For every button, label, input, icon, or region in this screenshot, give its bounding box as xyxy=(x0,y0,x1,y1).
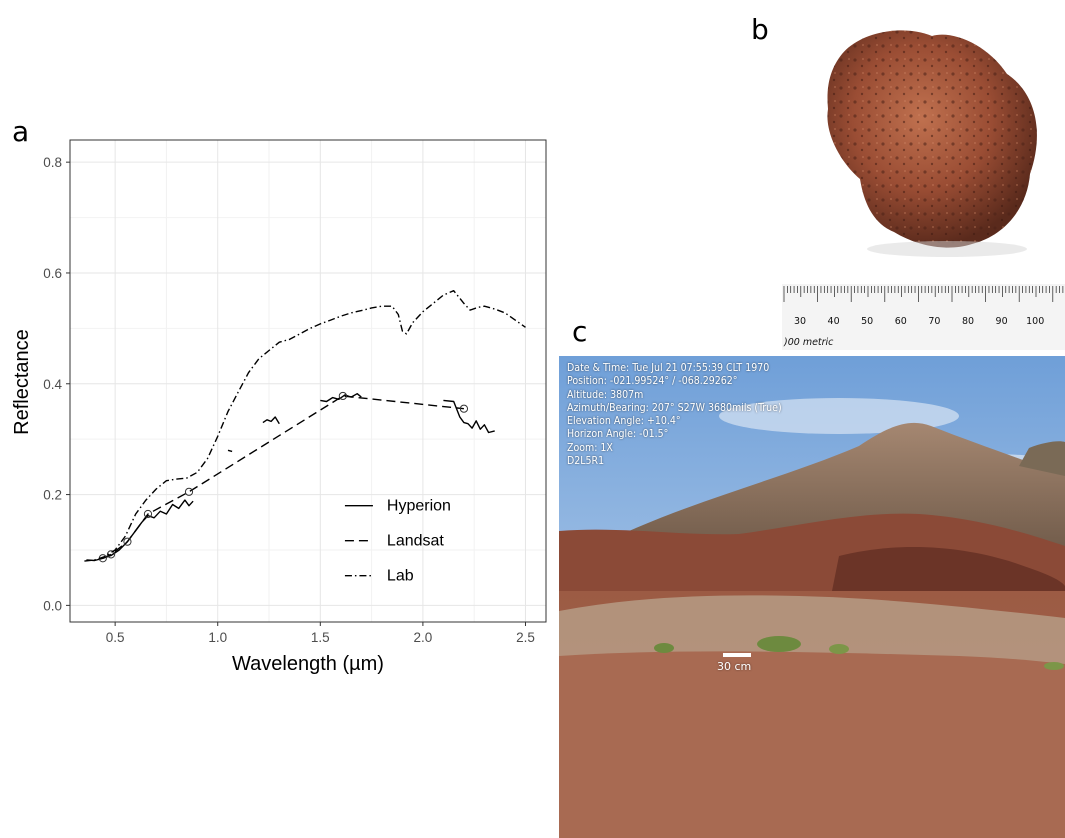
y-tick-label: 0.4 xyxy=(43,377,62,392)
chart-series xyxy=(84,290,526,563)
series-line-landsat xyxy=(102,395,464,559)
ruler-number: 60 xyxy=(895,316,907,327)
x-tick-label: 1.0 xyxy=(208,630,227,645)
panel-label-b: b xyxy=(751,13,769,46)
series-line-lab xyxy=(84,290,526,562)
x-axis-label: Wavelength (µm) xyxy=(232,653,384,675)
y-tick-label: 0.0 xyxy=(43,598,62,613)
plot-border xyxy=(69,139,547,623)
legend-label: Landsat xyxy=(387,533,444,550)
series-line-hyperion xyxy=(227,449,233,453)
ruler-number: 40 xyxy=(828,316,840,327)
overlay-line: Horizon Angle: -01.5° xyxy=(567,428,669,441)
ruler: 30 40 50 60 70 80 90 100 )00 metric xyxy=(782,284,1065,350)
legend-label: Lab xyxy=(387,568,414,585)
panel-label-c: c xyxy=(572,315,588,348)
overlay-line: Azimuth/Bearing: 207° S27W 3680mils (Tru… xyxy=(567,401,782,414)
gps-overlay: Date & Time: Tue Jul 21 07:55:39 CLT 197… xyxy=(567,362,782,468)
x-tick-label: 1.5 xyxy=(311,630,330,645)
y-tick-label: 0.2 xyxy=(43,488,62,503)
series-line-hyperion xyxy=(443,399,495,434)
x-tick-label: 0.5 xyxy=(106,630,125,645)
rock-sample-illustration: 30 40 50 60 70 80 90 100 )00 metric xyxy=(782,30,1065,350)
ruler-number: 90 xyxy=(996,316,1008,327)
ruler-number: 30 xyxy=(794,316,806,327)
series-line-hyperion xyxy=(262,416,280,425)
overlay-line: Position: -021.99524° / -068.29262° xyxy=(567,375,738,388)
y-axis-label: Reflectance xyxy=(11,329,33,435)
landsat-point-marker xyxy=(459,404,469,413)
rock-sample-photo: 30 40 50 60 70 80 90 100 )00 metric xyxy=(782,14,1065,350)
overlay-line: Elevation Angle: +10.4° xyxy=(567,415,681,428)
y-tick-label: 0.6 xyxy=(43,266,62,281)
series-line-hyperion xyxy=(86,499,194,562)
scale-bar-label: 30 cm xyxy=(717,660,752,673)
panel-label-a: a xyxy=(12,115,30,148)
landsat-point-marker xyxy=(184,487,194,496)
overlay-line: D2L5R1 xyxy=(567,455,605,468)
reflectance-chart: 0.5 1.0 1.5 2.0 2.5 0.0 0.2 0.4 0.6 0.8 Wavelengt… xyxy=(11,139,547,675)
field-site-photo: Date & Time: Tue Jul 21 07:55:39 CLT 197… xyxy=(559,356,1065,838)
field-landscape-illustration xyxy=(559,356,1065,838)
y-tick-label: 0.8 xyxy=(43,155,62,170)
chart-grid xyxy=(70,140,546,622)
ruler-caption: )00 metric xyxy=(783,337,834,348)
series-line-hyperion xyxy=(320,393,362,403)
chart-ticks: 0.5 1.0 1.5 2.0 2.5 0.0 0.2 0.4 0.6 0.8 xyxy=(43,155,535,645)
chart-legend: Hyperion Landsat Lab xyxy=(344,498,451,585)
landsat-point-marker xyxy=(143,509,153,519)
ruler-number: 80 xyxy=(962,316,974,327)
ruler-number: 50 xyxy=(861,316,873,327)
landsat-point-marker xyxy=(106,550,116,559)
x-tick-label: 2.5 xyxy=(516,630,535,645)
x-tick-label: 2.0 xyxy=(414,630,433,645)
overlay-line: Zoom: 1X xyxy=(567,441,613,454)
scale-bar xyxy=(723,653,751,657)
overlay-line: Altitude: 3807m xyxy=(567,388,644,401)
ruler-number: 100 xyxy=(1026,316,1044,327)
overlay-line: Date & Time: Tue Jul 21 07:55:39 CLT 197… xyxy=(567,362,770,374)
landsat-point-marker xyxy=(123,537,132,546)
legend-label: Hyperion xyxy=(387,498,451,515)
ruler-number: 70 xyxy=(928,316,940,327)
landsat-point-marker xyxy=(338,391,347,401)
